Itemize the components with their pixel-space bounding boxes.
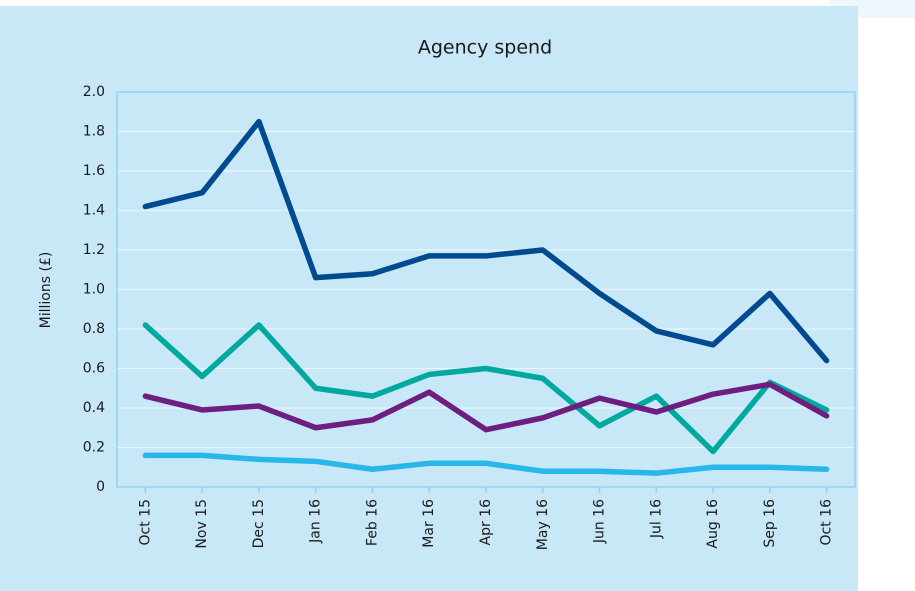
y-tick-label: 0.2 [83,440,105,456]
x-tick-label: Oct 15 [137,499,153,545]
x-tick-label: Mar 16 [421,499,437,548]
x-tick-label: Nov 15 [194,499,210,549]
y-tick-label: 1.8 [83,124,105,140]
panel [0,6,858,591]
y-tick-label: 1.6 [83,163,105,179]
x-tick-label: Aug 16 [705,499,721,549]
y-tick-label: 1.4 [83,203,105,219]
y-tick-label: 0 [96,479,105,495]
x-tick-label: Jul 16 [648,499,664,539]
chart-title: Agency spend [418,37,552,59]
x-tick-label: Feb 16 [364,499,380,546]
x-tick-label: Oct 16 [819,499,835,546]
x-tick-label: May 16 [535,499,551,550]
x-tick-label: Jan 16 [308,499,324,544]
series-line [142,118,830,364]
y-tick-label: 1.2 [83,242,105,258]
series-line [142,381,830,433]
series-line [142,452,830,476]
x-tick-label: Apr 16 [478,499,494,546]
series-line [142,322,830,455]
x-tick-label: Dec 15 [251,499,267,548]
y-tick-label: 0.8 [83,321,105,337]
y-axis-label: Millions (£) [38,252,54,329]
x-tick-label: Sep 16 [762,499,778,548]
y-tick-label: 0.6 [83,361,105,377]
y-tick-label: 1.0 [83,282,105,298]
y-tick-label: 2.0 [83,84,105,100]
x-tick-label: Jun 16 [592,499,608,544]
y-tick-label: 0.4 [83,400,105,416]
